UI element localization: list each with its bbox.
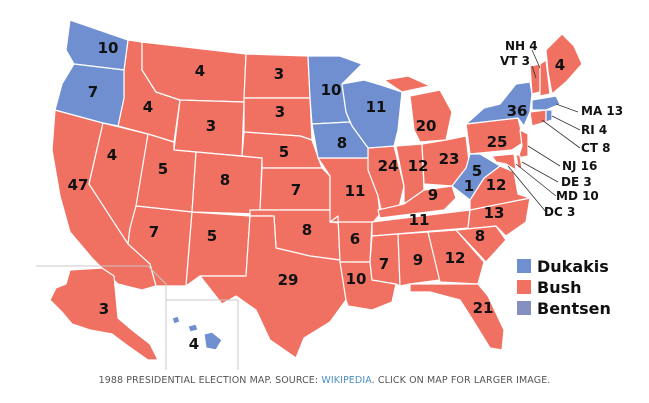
ev-label-ms: 7 (379, 255, 389, 273)
state-ri[interactable] (545, 109, 553, 123)
caption-text-before: 1988 PRESIDENTIAL ELECTION MAP. SOURCE: (98, 375, 322, 386)
legend-label-bentsen: Bentsen (537, 299, 611, 318)
state-ny[interactable] (465, 81, 533, 127)
state-ga[interactable] (427, 229, 485, 285)
state-ct[interactable] (529, 109, 547, 127)
legend: Dukakis Bush Bentsen (517, 257, 611, 318)
state-wi[interactable] (341, 79, 403, 149)
ev-label-mn: 10 (321, 81, 342, 99)
ev-label-ia: 8 (337, 134, 347, 152)
ev-label-al: 9 (413, 251, 423, 269)
state-tx[interactable] (199, 215, 347, 359)
ev-label-pa: 25 (487, 133, 508, 151)
ev-label-wv-split: 1 (464, 177, 474, 195)
state-de[interactable] (515, 153, 523, 169)
callout-vt: VT 3 (500, 54, 530, 68)
ev-label-or: 7 (88, 83, 98, 101)
state-or[interactable] (54, 63, 125, 127)
ev-label-az: 7 (149, 223, 159, 241)
callout-leaders (507, 49, 581, 213)
state-nj[interactable] (517, 129, 529, 159)
state-al[interactable] (397, 231, 441, 287)
legend-label-bush: Bush (537, 278, 582, 297)
legend-swatch-bentsen (517, 301, 531, 315)
state-me[interactable] (545, 33, 583, 95)
callout-ri: RI 4 (581, 123, 607, 137)
ev-label-mo: 11 (345, 182, 366, 200)
ev-label-nm: 5 (207, 227, 217, 245)
ev-label-me: 4 (555, 56, 565, 74)
state-nc[interactable] (455, 197, 531, 237)
ev-label-fl: 21 (473, 299, 494, 317)
map-caption: 1988 PRESIDENTIAL ELECTION MAP. SOURCE: … (0, 375, 649, 386)
caption-text-after: . CLICK ON MAP FOR LARGER IMAGE. (371, 375, 551, 386)
ev-label-ky: 9 (428, 186, 438, 204)
callout-md: MD 10 (556, 189, 599, 203)
ev-label-ak: 3 (99, 300, 109, 318)
ev-label-nv: 4 (107, 146, 117, 164)
legend-swatch-dukakis (517, 259, 531, 273)
ev-label-wa: 10 (98, 39, 119, 57)
callout-nj: NJ 16 (562, 159, 597, 173)
state-nm[interactable] (185, 211, 251, 287)
ev-label-hi: 4 (189, 335, 199, 353)
ev-label-ar: 6 (350, 230, 360, 248)
callout-labels: NH 4 VT 3 MA 13 RI 4 CT 8 NJ 16 DE 3 MD … (500, 39, 623, 219)
ev-label-ut: 5 (158, 160, 168, 178)
ev-label-wy: 3 (206, 117, 216, 135)
ev-label-mi: 20 (416, 117, 437, 135)
state-ak[interactable] (49, 267, 159, 361)
callout-de: DE 3 (561, 175, 592, 189)
ev-label-va: 12 (486, 176, 507, 194)
ev-label-mt: 4 (195, 62, 205, 80)
ev-label-tn: 11 (409, 211, 430, 229)
ev-label-ok: 8 (302, 221, 312, 239)
callout-ct: CT 8 (581, 141, 611, 155)
state-ma[interactable] (531, 95, 561, 111)
ev-label-nd: 3 (274, 65, 284, 83)
legend-swatch-bush (517, 280, 531, 294)
ev-label-la: 10 (346, 270, 367, 288)
ev-label-sd: 3 (275, 103, 285, 121)
ev-label-il: 24 (378, 157, 399, 175)
ev-label-tx: 29 (278, 271, 299, 289)
wikipedia-source-link[interactable]: WIKIPEDIA (321, 375, 372, 386)
callout-dc: DC 3 (544, 205, 575, 219)
callout-nh: NH 4 (505, 39, 538, 53)
ev-label-ca: 47 (68, 176, 89, 194)
hawaii-inset-border (166, 299, 239, 370)
ev-label-sc: 8 (475, 227, 485, 245)
ev-label-ny: 36 (507, 102, 528, 120)
legend-label-dukakis: Dukakis (537, 257, 609, 276)
ev-label-ga: 12 (445, 249, 466, 267)
state-wv[interactable] (451, 153, 501, 201)
ev-label-oh: 23 (439, 150, 460, 168)
ev-label-ne: 5 (279, 143, 289, 161)
state-nh[interactable] (539, 59, 551, 97)
ev-label-ks: 7 (291, 181, 301, 199)
state-hi[interactable] (171, 315, 223, 351)
ev-label-nc: 13 (484, 204, 505, 222)
ev-label-id: 4 (143, 98, 153, 116)
ev-label-wi: 11 (366, 98, 387, 116)
ev-label-wv: 5 (472, 162, 482, 180)
callout-ma: MA 13 (581, 104, 623, 118)
ev-labels: 10 7 47 4 4 4 3 5 7 8 5 3 3 5 7 8 29 10 … (68, 39, 566, 353)
state-md[interactable] (491, 153, 517, 171)
state-ky[interactable] (377, 185, 457, 219)
ev-label-co: 8 (220, 171, 230, 189)
state-ia[interactable] (311, 121, 369, 159)
alaska-inset-border (36, 265, 167, 370)
state-fl[interactable] (409, 283, 505, 351)
ev-label-in: 12 (408, 157, 429, 175)
